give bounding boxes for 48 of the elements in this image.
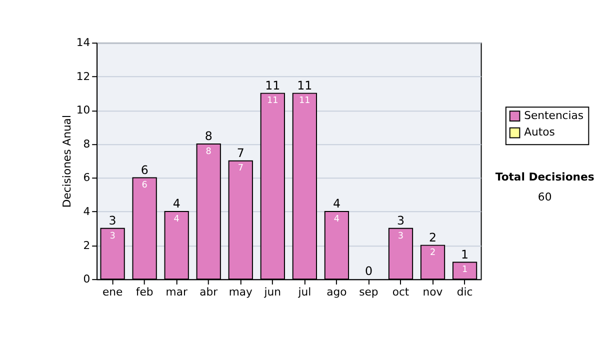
data-label: 11 [267, 96, 278, 106]
x-tick-label: nov [422, 285, 444, 298]
data-label: 3 [110, 231, 116, 242]
x-tick-label: ene [102, 285, 123, 298]
x-tick-label: mar [166, 285, 188, 298]
total-label: 0 [364, 264, 372, 278]
text: 60 [538, 190, 552, 204]
total-label: 7 [236, 146, 244, 160]
x-tick-label: abr [200, 285, 218, 298]
data-label: 3 [398, 231, 404, 242]
y-tick-label: 8 [83, 137, 90, 150]
text: Total Decisiones [495, 170, 594, 184]
y-tick-label: 4 [83, 204, 90, 218]
data-label: 4 [334, 214, 340, 224]
x-tick-label: jul [297, 285, 312, 298]
x-tick-label: jun [263, 285, 282, 298]
total-label: 3 [108, 213, 116, 228]
data-label: 7 [238, 164, 244, 174]
y-tick-label: 0 [83, 272, 90, 286]
x-tick-label: dic [456, 285, 473, 298]
total-label: 6 [140, 162, 148, 177]
y-tick-label: 14 [76, 36, 90, 50]
total-label: 2 [429, 230, 437, 244]
data-label: 1 [462, 265, 468, 276]
x-tick-label: oct [392, 285, 410, 298]
legend-label: Sentencias [524, 108, 584, 122]
total-label: 11 [265, 78, 280, 92]
total-label: 3 [396, 213, 404, 228]
y-axis-title: Decisiones Anual [60, 115, 74, 208]
total-label: 8 [204, 129, 212, 144]
x-tick-label: sep [359, 285, 378, 298]
total-label: 4 [172, 196, 180, 211]
x-tick-label: ago [326, 285, 348, 298]
x-tick-label: may [228, 285, 254, 298]
total-label: 1 [461, 247, 469, 262]
data-label: 4 [174, 214, 180, 224]
data-label: 2 [430, 248, 436, 258]
total-label: 11 [297, 78, 312, 92]
y-tick-label: 2 [83, 238, 90, 252]
y-tick-label: 12 [76, 70, 90, 83]
data-label: 6 [142, 180, 148, 191]
x-tick-label: feb [136, 285, 154, 298]
y-tick-label: 6 [83, 171, 90, 184]
legend-label: Autos [524, 126, 556, 139]
data-label: 11 [299, 96, 310, 106]
data-label: 8 [206, 146, 212, 157]
y-tick-label: 10 [76, 104, 90, 117]
total-label: 4 [332, 196, 340, 211]
